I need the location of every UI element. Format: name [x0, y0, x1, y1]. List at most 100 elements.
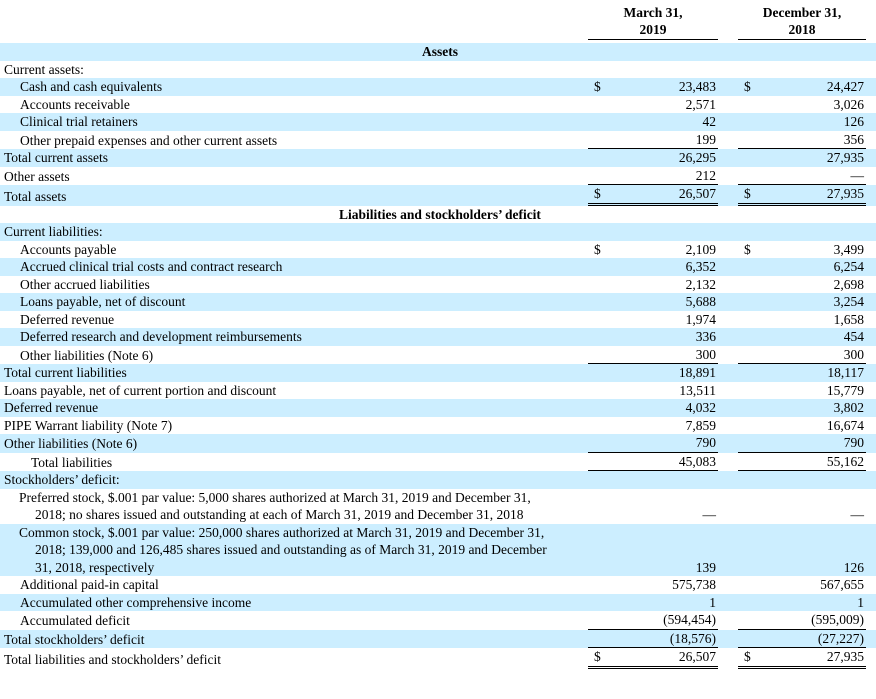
currency-symbol: $ — [744, 241, 751, 257]
table-row: Deferred revenue 4,032 3,802 — [0, 399, 876, 417]
value-cell: 1 — [738, 594, 866, 612]
row-label: Loans payable, net of current portion an… — [4, 382, 277, 398]
value-cell: $2,109 — [588, 241, 718, 259]
amount: 336 — [695, 329, 716, 344]
currency-symbol — [588, 559, 594, 577]
table-row: Other accrued liabilities 2,132 2,698 — [0, 276, 876, 294]
value-cell: 15,779 — [738, 382, 866, 400]
row-label: Total liabilities and stockholders’ defi… — [4, 652, 221, 667]
section-heading: Assets — [422, 44, 458, 59]
value-cell: 567,655 — [738, 576, 866, 594]
row-label: Deferred revenue — [4, 400, 99, 415]
amount: 199 — [695, 131, 716, 147]
currency-symbol — [738, 364, 744, 382]
amount: 18,117 — [827, 365, 864, 380]
row-label: Total current liabilities — [4, 365, 127, 380]
currency-symbol — [738, 594, 744, 612]
table-row: Deferred research and development reimbu… — [0, 328, 876, 346]
amount: 45,083 — [678, 453, 716, 469]
table-row: Total assets $26,507 $27,935 — [0, 185, 876, 206]
value-cell: 1,974 — [588, 311, 718, 329]
currency-symbol — [588, 131, 594, 149]
currency-symbol — [588, 453, 594, 471]
currency-symbol — [588, 346, 594, 364]
row-label: Other accrued liabilities — [20, 276, 150, 292]
amount: 454 — [843, 329, 864, 344]
row-label: Clinical trial retainers — [20, 114, 138, 129]
row-label: Accounts receivable — [20, 96, 130, 112]
amount: 139 — [695, 559, 716, 575]
row-label: Other liabilities (Note 6) — [4, 436, 138, 451]
table-row: Stockholders’ deficit: — [0, 471, 876, 489]
currency-symbol — [738, 630, 744, 648]
table-row: Loans payable, net of current portion an… — [0, 382, 876, 400]
amount: 26,507 — [678, 186, 716, 201]
value-cell: 18,891 — [588, 364, 718, 382]
value-cell: 1,658 — [738, 311, 866, 329]
amount: 26,295 — [678, 150, 716, 165]
table-row: Other assets 212 — — [0, 167, 876, 185]
row-label: Total current assets — [4, 150, 109, 165]
value-cell: 6,352 — [588, 258, 718, 276]
amount: 15,779 — [826, 382, 864, 398]
value-cell: 3,802 — [738, 399, 866, 417]
table-row: Accrued clinical trial costs and contrac… — [0, 258, 876, 276]
value-cell: 4,032 — [588, 399, 718, 417]
currency-symbol — [738, 611, 744, 629]
table-row: Accounts payable $2,109 $3,499 — [0, 241, 876, 259]
currency-symbol: $ — [744, 649, 751, 664]
currency-symbol: $ — [744, 186, 751, 201]
row-label: Other assets — [4, 168, 70, 184]
row-label: Deferred research and development reimbu… — [20, 329, 302, 344]
row-label: Total liabilities — [31, 454, 113, 470]
currency-symbol — [738, 382, 744, 400]
row-label: PIPE Warrant liability (Note 7) — [4, 417, 173, 433]
row-label: Other prepaid expenses and other current… — [20, 132, 278, 148]
table-row: Liabilities and stockholders’ deficit — [0, 206, 876, 224]
currency-symbol — [588, 399, 594, 417]
table-row: Total stockholders’ deficit (18,576) (27,2… — [0, 629, 876, 648]
amount: 790 — [695, 435, 716, 450]
amount: 6,254 — [833, 259, 864, 274]
currency-symbol — [588, 293, 594, 311]
amount: (594,454) — [663, 612, 716, 627]
row-label: Current assets: — [4, 61, 84, 77]
amount: 6,352 — [685, 259, 716, 274]
amount: 2,109 — [685, 241, 716, 257]
section-heading: Liabilities and stockholders’ deficit — [339, 206, 541, 222]
currency-symbol — [588, 276, 594, 294]
amount: 356 — [843, 131, 864, 147]
table-row: Deferred revenue 1,974 1,658 — [0, 311, 876, 329]
currency-symbol — [738, 96, 744, 114]
value-cell: 300 — [738, 346, 866, 364]
table-row: Cash and cash equivalents $23,483 $24,427 — [0, 78, 876, 96]
table-row: Assets — [0, 43, 876, 61]
table-row: Current assets: — [0, 61, 876, 79]
table-row: Other liabilities (Note 6) 300 300 — [0, 346, 876, 364]
value-cell: (27,227) — [738, 630, 866, 648]
table-row: Loans payable, net of discount 5,688 3,254 — [0, 293, 876, 311]
value-cell: 790 — [738, 434, 866, 453]
amount: 23,483 — [678, 79, 716, 94]
row-label: Accrued clinical trial costs and contrac… — [20, 259, 283, 274]
row-label: Other liabilities (Note 6) — [20, 347, 154, 363]
currency-symbol — [738, 506, 744, 524]
amount: 2,698 — [833, 276, 864, 292]
amount: 24,427 — [826, 79, 864, 94]
value-cell: 139 — [588, 559, 718, 577]
amount: 2,571 — [685, 96, 716, 112]
row-label: Accounts payable — [20, 241, 117, 257]
amount: 575,738 — [672, 577, 716, 592]
value-cell: 2,698 — [738, 276, 866, 294]
table-row: Accumulated deficit (594,454) (595,009) — [0, 611, 876, 630]
column-header-december-2018: December 31, 2018 — [738, 5, 866, 40]
table-row: PIPE Warrant liability (Note 7) 7,859 16,6… — [0, 417, 876, 435]
value-cell: $3,499 — [738, 241, 866, 259]
currency-symbol — [588, 328, 594, 346]
amount: 126 — [843, 559, 864, 575]
currency-symbol — [588, 630, 594, 648]
value-cell: 13,511 — [588, 382, 718, 400]
value-cell: 7,859 — [588, 417, 718, 435]
row-label: Accumulated deficit — [20, 613, 130, 628]
amount: 26,507 — [678, 649, 716, 664]
